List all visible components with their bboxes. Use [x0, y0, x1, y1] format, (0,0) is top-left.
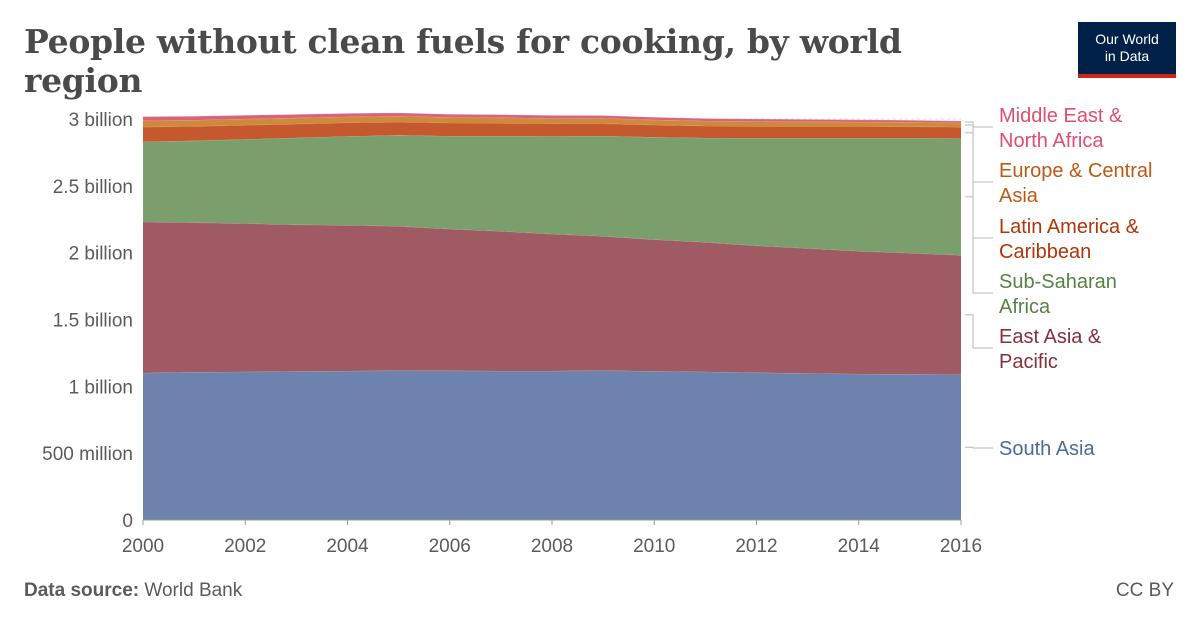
- series-label-line-europe-and-central-asia-1: Asia: [999, 185, 1039, 207]
- x-tick-label-2: 2004: [326, 536, 369, 557]
- area-middle-east-and-north-africa: [143, 112, 961, 123]
- x-tick-label-1: 2002: [224, 536, 266, 557]
- y-tick-labels: 0 500 million 1 billion 1.5 billion 2 billio…: [42, 110, 133, 532]
- owid-logo[interactable]: Our World in Data: [1078, 22, 1176, 78]
- area-sub-saharan-africa: [143, 135, 961, 256]
- series-label-line-east-asia-and-pacific-1: Pacific: [999, 351, 1058, 373]
- data-source: Data source: World Bank: [24, 580, 242, 602]
- connector-middle-east-and-north-africa: [965, 121, 993, 128]
- connector-east-asia-and-pacific: [965, 314, 993, 349]
- series-label-line-latin-america-and-caribbean-0: Latin America &: [999, 216, 1140, 238]
- series-label-line-middle-east-and-north-africa-1: North Africa: [999, 130, 1104, 152]
- y-tick-label-1: 500 million: [42, 444, 133, 465]
- y-tick-label-2: 1 billion: [69, 377, 133, 398]
- connector-south-asia: [965, 446, 993, 449]
- y-tick-label-0: 0: [122, 511, 133, 532]
- area-latin-america-and-caribbean: [143, 121, 961, 142]
- series-label-middle-east-and-north-africa: Middle East & North Africa: [965, 105, 1123, 152]
- data-source-value[interactable]: World Bank: [144, 580, 243, 601]
- chart-title: People without clean fuels for cooking, …: [24, 22, 902, 100]
- area-europe-and-central-asia: [143, 116, 961, 128]
- x-tick-label-7: 2014: [838, 536, 881, 557]
- area-edge-south-asia: [142, 370, 962, 375]
- y-tick-label-4: 2 billion: [69, 244, 133, 265]
- series-label-south-asia: South Asia: [965, 438, 1096, 460]
- x-tick-label-3: 2006: [429, 536, 471, 557]
- series-label-line-middle-east-and-north-africa-0: Middle East &: [999, 105, 1123, 127]
- series-label-europe-and-central-asia: Europe & Central Asia: [965, 124, 1152, 207]
- series-label-line-sub-saharan-africa-1: Africa: [999, 296, 1051, 318]
- logo-line-1: Our World: [1095, 31, 1159, 47]
- series-label-sub-saharan-africa: Sub-Saharan Africa: [965, 196, 1117, 318]
- x-tick-label-0: 2000: [122, 536, 164, 557]
- connector-sub-saharan-africa: [965, 196, 993, 294]
- series-label-latin-america-and-caribbean: Latin America & Caribbean: [965, 132, 1140, 263]
- x-tick-label-8: 2016: [940, 536, 982, 557]
- x-tick-label-4: 2008: [531, 536, 573, 557]
- y-tick-label-5: 2.5 billion: [53, 177, 133, 198]
- series-label-line-europe-and-central-asia-0: Europe & Central: [999, 160, 1152, 182]
- axes: [142, 519, 962, 525]
- series-label-line-latin-america-and-caribbean-1: Caribbean: [999, 241, 1091, 263]
- x-tick-labels: 2000 2002 2004 2006 2008 2010 2012 2014 2016: [122, 536, 982, 557]
- series-label-east-asia-and-pacific: East Asia & Pacific: [965, 314, 1102, 373]
- data-source-label: Data source:: [24, 580, 140, 601]
- area-series: [142, 112, 962, 520]
- connector-europe-and-central-asia: [965, 124, 993, 183]
- series-label-line-south-asia-0: South Asia: [999, 438, 1096, 460]
- area-east-asia-and-pacific: [143, 221, 961, 375]
- x-tick-label-5: 2010: [633, 536, 675, 557]
- x-tick-label-6: 2012: [735, 536, 777, 557]
- connector-latin-america-and-caribbean: [965, 132, 993, 239]
- series-label-line-sub-saharan-africa-0: Sub-Saharan: [999, 271, 1117, 293]
- series-label-line-east-asia-and-pacific-0: East Asia &: [999, 326, 1102, 348]
- series-labels: South Asia East Asia & Pacific Sub-Saharan A…: [965, 105, 1152, 460]
- y-tick-label-3: 1.5 billion: [53, 311, 133, 332]
- area-south-asia: [143, 370, 961, 520]
- area-edge-middle-east-and-north-africa: [142, 112, 962, 122]
- y-tick-label-6: 3 billion: [69, 110, 133, 131]
- logo-line-2: in Data: [1104, 48, 1150, 64]
- license[interactable]: CC BY: [1115, 580, 1174, 601]
